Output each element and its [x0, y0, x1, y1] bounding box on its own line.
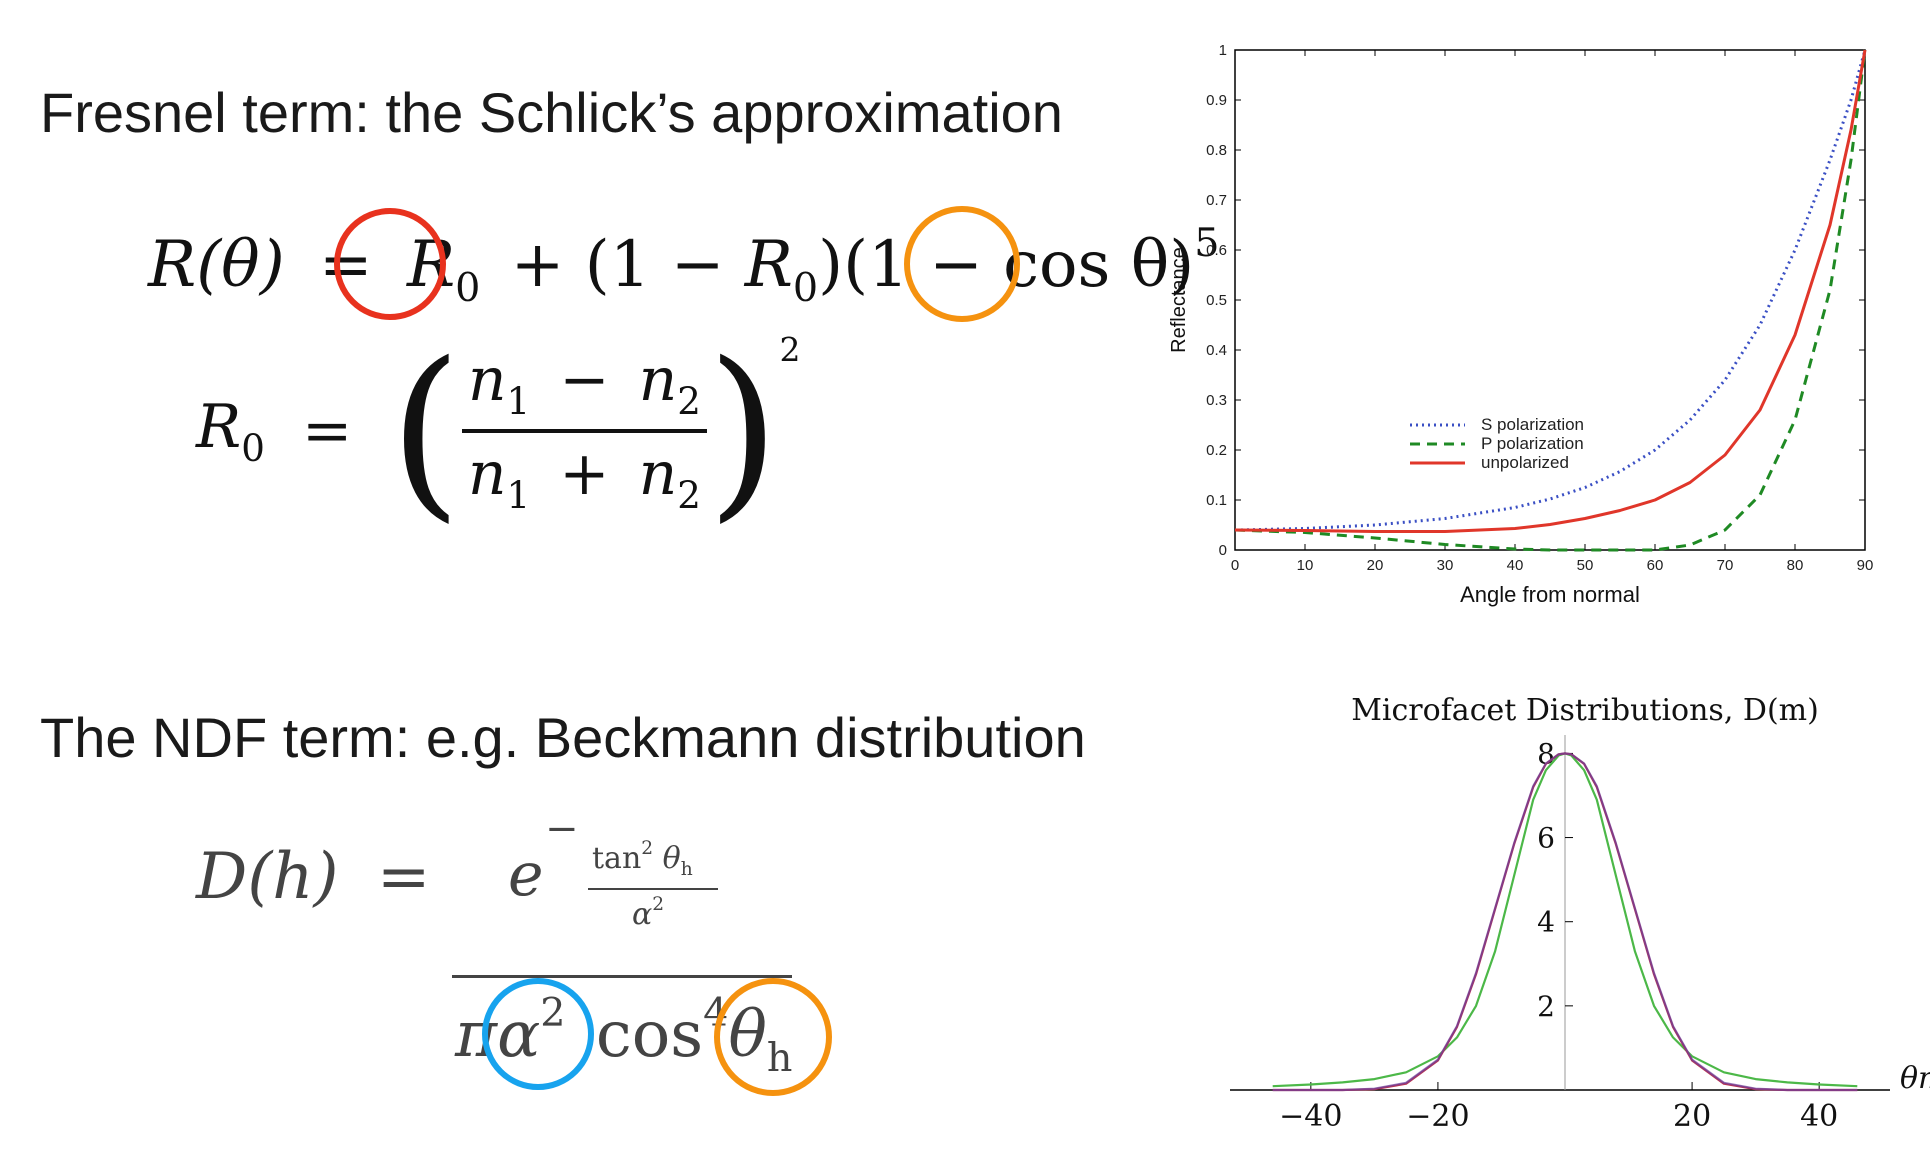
r0-numerator: n1 − n2: [461, 345, 707, 434]
beckmann-numerator: e: [508, 840, 544, 910]
schlick-mid-r0: R0: [744, 227, 819, 311]
y-tick-label: 2: [1537, 990, 1555, 1023]
fresnel-heading: Fresnel term: the Schlick’s approximatio…: [40, 81, 1063, 144]
x-axis-label: Angle from normal: [1460, 582, 1640, 607]
y-tick-label: 8: [1537, 737, 1555, 770]
distribution-curve-2: [1272, 752, 1858, 1092]
x-tick-label: 40: [1507, 557, 1524, 574]
beckmann-equals: =: [376, 840, 431, 914]
y-tick-label: 1: [1219, 42, 1227, 59]
exponent-denominator: α2: [632, 894, 665, 932]
alpha-highlight-circle: [482, 978, 594, 1090]
x-tick-label: 20: [1673, 1099, 1711, 1134]
right-paren: ): [706, 322, 780, 540]
schlick-exponent: 5: [1194, 220, 1220, 266]
legend-label: S polarization: [1481, 415, 1584, 434]
schlick-equation: R(θ) = R0 + (1 − R0)(1 − cos θ)5: [148, 220, 1219, 311]
x-axis-label: θm: [1900, 1061, 1930, 1096]
y-tick-label: 0.5: [1206, 292, 1227, 309]
x-tick-label: 70: [1717, 557, 1734, 574]
y-tick-label: 0.1: [1206, 492, 1227, 509]
cos-theta-highlight-circle: [904, 206, 1020, 322]
legend-label: unpolarized: [1481, 453, 1569, 472]
r0-equation: R0 = ( n1 − n2 n1 + n2 )2: [196, 330, 801, 524]
x-tick-label: 40: [1800, 1099, 1838, 1134]
ndf-heading: The NDF term: e.g. Beckmann distribution: [40, 706, 1086, 769]
r0-highlight-circle: [334, 208, 446, 320]
x-tick-label: 30: [1437, 557, 1454, 574]
x-tick-label: 90: [1857, 557, 1874, 574]
x-tick-label: 50: [1577, 557, 1594, 574]
r0-fraction: n1 − n2 n1 + n2: [461, 345, 707, 518]
schlick-mid: + (1 −: [510, 227, 745, 302]
r0-lhs: R0: [196, 392, 265, 471]
r0-equals: =: [301, 396, 353, 467]
reflectance-chart: 0 10 20 30 40 50 60 70 80 90 0 0.1 0.2 0.3 0.4 0.5 0.6 0.…: [1168, 42, 1873, 607]
y-tick-label: 0.9: [1206, 92, 1227, 109]
theta-h-highlight-circle: [714, 978, 832, 1096]
y-tick-label: 0.6: [1206, 242, 1227, 259]
y-tick-label: 6: [1537, 822, 1555, 855]
y-tick-label: 0.7: [1206, 192, 1227, 209]
y-tick-label: 0.2: [1206, 442, 1227, 459]
exp-e: e: [508, 840, 544, 910]
y-tick-label: 0.8: [1206, 142, 1227, 159]
y-tick-label: 0.3: [1206, 392, 1227, 409]
series-line-s-polarization: [1234, 49, 1867, 532]
x-tick-label: −40: [1279, 1099, 1342, 1134]
schlick-lhs: R(θ): [148, 227, 285, 302]
schlick-cos-theta: s θ): [1077, 227, 1195, 302]
legend-label: P polarization: [1481, 434, 1584, 453]
exponent-minus: −: [545, 806, 579, 852]
beckmann-equation: D(h) =: [196, 840, 448, 914]
y-tick-label: 0: [1219, 542, 1227, 559]
left-paren: (: [389, 322, 462, 540]
x-tick-label: 60: [1647, 557, 1664, 574]
beckmann-fraction-bar: [452, 975, 792, 978]
exponent-fraction-bar: [588, 888, 718, 890]
chart-title: Microfacet Distributions, D(m): [1351, 693, 1819, 728]
x-tick-label: 10: [1297, 557, 1314, 574]
r0-exponent: 2: [779, 330, 801, 369]
r0-denominator: n1 + n2: [467, 439, 701, 518]
x-tick-label: 0: [1231, 557, 1239, 574]
microfacet-chart: Microfacet Distributions, D(m) −40 −20 20 40…: [1230, 693, 1930, 1134]
series-line-p-polarization: [1234, 49, 1867, 552]
series-line-unpolarized: [1234, 49, 1867, 533]
y-tick-label: 4: [1537, 906, 1555, 939]
exponent-numerator: tan2 θh: [592, 838, 693, 880]
y-tick-label: 0.4: [1206, 342, 1227, 359]
x-tick-label: −20: [1406, 1099, 1469, 1134]
beckmann-lhs: D(h): [196, 840, 339, 914]
x-tick-label: 80: [1787, 557, 1804, 574]
y-axis-label: Reflectance: [1168, 247, 1190, 353]
x-tick-label: 20: [1367, 557, 1384, 574]
